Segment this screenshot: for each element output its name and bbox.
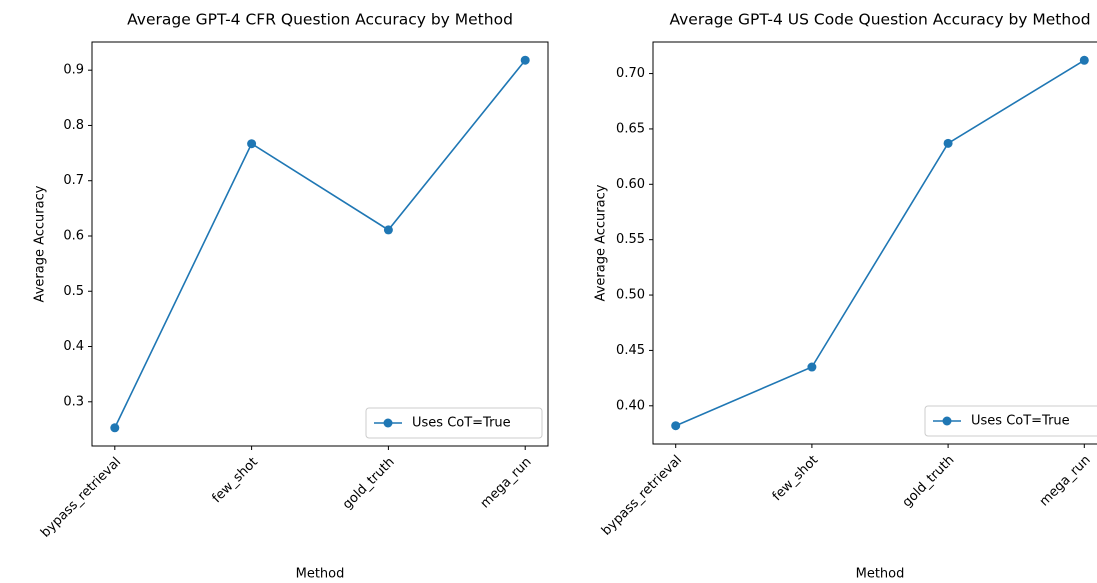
data-point <box>383 225 393 235</box>
legend-marker <box>942 416 952 426</box>
x-tick-label: bypass_retrieval <box>38 455 124 541</box>
y-tick-label: 0.65 <box>616 121 645 136</box>
y-axis-label: Average Accuracy <box>33 185 48 302</box>
data-point <box>110 423 120 433</box>
y-tick-label: 0.6 <box>63 228 84 243</box>
chart-title: Average GPT-4 US Code Question Accuracy … <box>669 11 1090 29</box>
legend-box <box>365 407 543 439</box>
x-tick-label: mega_run <box>478 455 535 512</box>
legend-box <box>924 405 1097 437</box>
x-axis-label: Method <box>296 567 345 582</box>
y-axis-label: Average Accuracy <box>594 184 609 301</box>
data-point <box>520 55 530 65</box>
y-tick-label: 0.4 <box>63 339 84 354</box>
y-tick-label: 0.9 <box>63 63 84 78</box>
legend-marker <box>383 418 393 428</box>
data-point <box>943 138 953 148</box>
x-tick-label: bypass_retrieval <box>599 453 685 539</box>
plot-frame <box>652 41 1097 445</box>
y-tick-label: 0.45 <box>616 343 645 358</box>
legend-label: Uses CoT=True <box>971 414 1070 429</box>
data-point <box>671 421 681 431</box>
data-point <box>247 139 257 149</box>
y-tick-label: 0.8 <box>63 118 84 133</box>
plot-frame <box>91 41 549 447</box>
data-point <box>1079 55 1089 65</box>
y-tick-label: 0.70 <box>616 66 645 81</box>
chart-title: Average GPT-4 CFR Question Accuracy by M… <box>127 11 513 29</box>
legend-label: Uses CoT=True <box>412 416 511 431</box>
y-tick-label: 0.5 <box>63 284 84 299</box>
x-tick-label: few_shot <box>770 453 821 504</box>
data-point <box>807 362 817 372</box>
x-axis-label: Method <box>856 567 905 582</box>
y-tick-label: 0.55 <box>616 232 645 247</box>
y-tick-label: 0.3 <box>63 394 84 409</box>
x-tick-label: few_shot <box>209 455 260 506</box>
y-tick-label: 0.60 <box>616 177 645 192</box>
y-tick-label: 0.7 <box>63 173 84 188</box>
x-tick-label: gold_truth <box>340 455 398 513</box>
x-tick-label: gold_truth <box>900 453 958 511</box>
data-line <box>675 59 1085 427</box>
data-line <box>114 59 526 429</box>
y-tick-label: 0.40 <box>616 398 645 413</box>
y-tick-label: 0.50 <box>616 288 645 303</box>
x-tick-label: mega_run <box>1037 453 1094 510</box>
